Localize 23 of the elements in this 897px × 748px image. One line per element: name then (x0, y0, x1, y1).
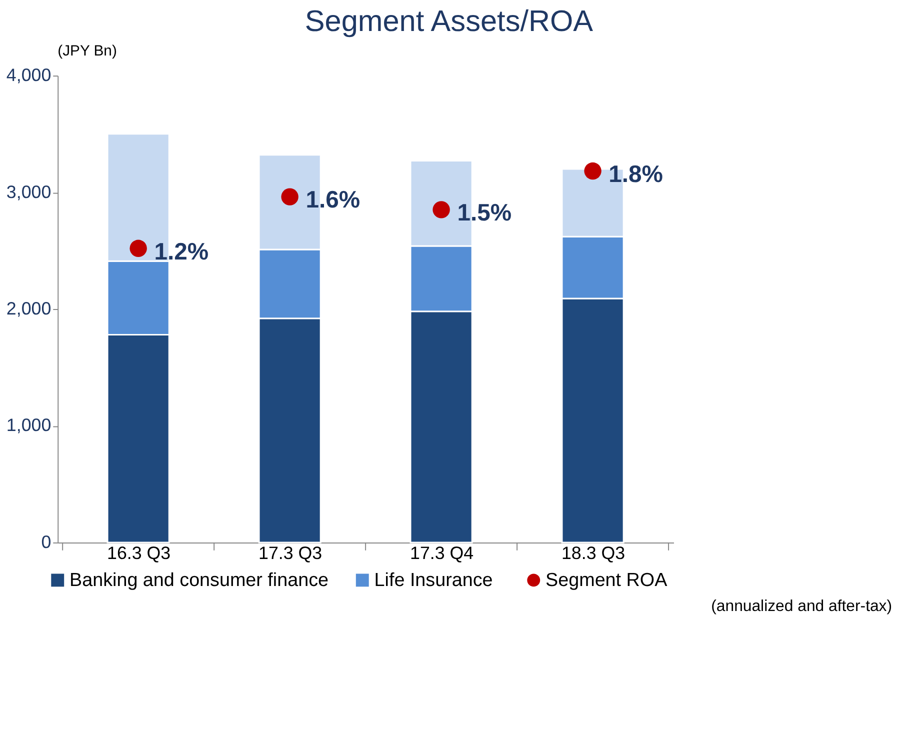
x-tick-label: 16.3 Q3 (107, 542, 171, 563)
y-tick-label: 1,000 (6, 415, 52, 436)
y-tick-label: 0 (41, 532, 52, 552)
point (584, 162, 602, 180)
data-label: 1.5% (457, 200, 512, 227)
legend-label: Life Insurance (374, 569, 493, 590)
y-tick-label: 2,000 (6, 298, 52, 318)
data-label: 1.6% (306, 186, 360, 214)
legend-label: Segment ROA (546, 569, 668, 590)
y-tick-label: 4,000 (6, 65, 52, 86)
y-tick-label: 3,000 (6, 182, 52, 202)
point (130, 240, 147, 257)
x-tick-label: 17.3 Q3 (258, 542, 322, 563)
text: (annualized and after-tax) (711, 598, 892, 615)
y-axis-title: (JPY Bn) (58, 44, 117, 60)
point (281, 188, 298, 206)
chart-title: Segment Assets/ROA (304, 4, 594, 38)
legend-label: Banking and consumer finance (70, 569, 329, 590)
data-label: 1.2% (154, 238, 209, 266)
x-tick-label: 18.3 Q3 (561, 542, 626, 563)
data-label: 1.8% (608, 160, 663, 188)
point (432, 201, 450, 218)
x-tick-label: 17.3 Q4 (410, 542, 474, 563)
